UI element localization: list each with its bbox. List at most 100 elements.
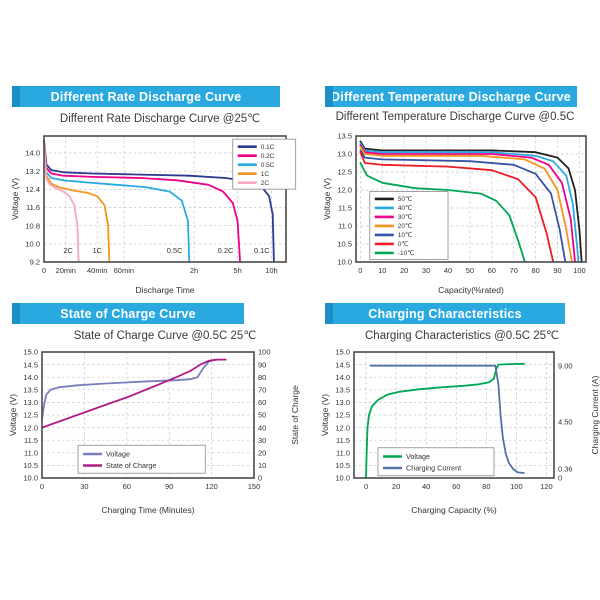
svg-text:11.0: 11.0 <box>24 449 38 458</box>
svg-text:0: 0 <box>358 266 362 275</box>
curve-label: 0.2C <box>218 246 234 255</box>
svg-text:11.6: 11.6 <box>26 203 40 212</box>
svg-text:60min: 60min <box>114 266 134 275</box>
temperature-discharge-subtitle: Different Temperature Discharge Curve @0… <box>335 111 575 123</box>
svg-text:Capacity(%rated): Capacity(%rated) <box>438 285 504 295</box>
legend: 50℃40℃30℃20℃10℃0℃-10℃ <box>369 191 449 260</box>
curve-label: 1C <box>92 246 102 255</box>
svg-text:30: 30 <box>422 266 430 275</box>
legend: Voltage State of Charge <box>77 444 206 474</box>
svg-text:Discharge Time: Discharge Time <box>135 285 194 295</box>
svg-text:4.50: 4.50 <box>558 418 573 427</box>
svg-text:12.5: 12.5 <box>335 411 350 420</box>
svg-text:10℃: 10℃ <box>398 231 413 239</box>
svg-text:120: 120 <box>205 482 218 491</box>
svg-text:0.36: 0.36 <box>558 465 573 474</box>
svg-text:0.2C: 0.2C <box>261 153 275 160</box>
series--10℃ <box>359 162 526 263</box>
svg-text:14.5: 14.5 <box>335 360 350 369</box>
svg-text:Charging Capacity (%): Charging Capacity (%) <box>411 505 497 515</box>
svg-text:12.0: 12.0 <box>335 423 350 432</box>
svg-text:0: 0 <box>364 482 368 491</box>
svg-text:0: 0 <box>42 266 46 275</box>
svg-text:20min: 20min <box>56 266 76 275</box>
svg-text:Voltage (V): Voltage (V) <box>320 394 330 436</box>
svg-text:60: 60 <box>488 266 496 275</box>
rate-discharge-chart: 0 20min 40min 60min 2h 5h 10h 14.0 13.2 12.4 11.6 1… <box>10 135 297 295</box>
svg-text:0: 0 <box>558 474 562 483</box>
curve-label: 0.1C <box>254 246 270 255</box>
svg-text:10.0: 10.0 <box>25 240 40 249</box>
svg-text:13.2: 13.2 <box>25 167 40 176</box>
svg-text:50: 50 <box>466 266 474 275</box>
svg-text:20℃: 20℃ <box>398 222 413 230</box>
svg-text:120: 120 <box>540 482 553 491</box>
svg-text:30: 30 <box>258 436 266 445</box>
svg-text:90: 90 <box>553 266 561 275</box>
series-50℃ <box>359 140 583 263</box>
svg-text:11.5: 11.5 <box>336 436 350 445</box>
svg-text:15.0: 15.0 <box>23 348 38 357</box>
svg-text:13.0: 13.0 <box>337 150 352 159</box>
svg-text:40℃: 40℃ <box>398 204 413 212</box>
svg-text:10.0: 10.0 <box>335 474 350 483</box>
svg-text:11.5: 11.5 <box>338 204 352 213</box>
svg-text:40: 40 <box>444 266 452 275</box>
svg-text:30℃: 30℃ <box>398 213 413 221</box>
series-0.1C <box>43 139 275 262</box>
svg-text:10.5: 10.5 <box>337 240 352 249</box>
svg-text:14.0: 14.0 <box>335 373 350 382</box>
svg-text:State of Charge: State of Charge <box>106 461 156 470</box>
svg-text:15.0: 15.0 <box>335 348 350 357</box>
svg-text:14.5: 14.5 <box>23 360 38 369</box>
svg-text:12.5: 12.5 <box>23 411 38 420</box>
legend: Voltage Charging Current <box>377 447 495 477</box>
svg-text:Charging Time (Minutes): Charging Time (Minutes) <box>101 505 194 515</box>
svg-text:11.0: 11.0 <box>336 449 350 458</box>
svg-text:100: 100 <box>573 266 586 275</box>
svg-text:20: 20 <box>400 266 408 275</box>
charging-characteristics-subtitle: Charging Characteristics @0.5C 25℃ <box>365 330 559 342</box>
series-30℃ <box>359 144 576 263</box>
svg-text:10.5: 10.5 <box>335 461 350 470</box>
svg-text:50: 50 <box>258 411 266 420</box>
svg-text:Charging Current: Charging Current <box>406 463 461 472</box>
svg-text:40: 40 <box>258 423 266 432</box>
svg-text:11.0: 11.0 <box>338 222 352 231</box>
svg-text:12.0: 12.0 <box>23 423 38 432</box>
svg-text:State of Charge: State of Charge <box>290 385 300 445</box>
svg-text:11.5: 11.5 <box>24 436 38 445</box>
rate-discharge-header-label: Different Rate Discharge Curve <box>50 89 242 104</box>
legend: 0.1C 0.2C 0.5C 1C 2C <box>232 138 297 190</box>
state-of-charge-header-label: State of Charge Curve <box>60 306 196 321</box>
curve-label: 2C <box>63 246 73 255</box>
svg-text:10h: 10h <box>265 266 278 275</box>
series-0.2C <box>43 140 241 262</box>
svg-text:-10℃: -10℃ <box>398 249 415 257</box>
temperature-discharge-header-label: Different Temperature Discharge Curve <box>331 89 571 104</box>
svg-text:1C: 1C <box>261 171 270 178</box>
svg-text:12.0: 12.0 <box>337 186 352 195</box>
svg-text:40min: 40min <box>87 266 107 275</box>
svg-text:Voltage: Voltage <box>406 452 430 461</box>
charging-characteristics-header-label: Charging Characteristics <box>368 306 522 321</box>
svg-text:Voltage (V): Voltage (V) <box>8 394 18 436</box>
svg-text:10: 10 <box>258 461 266 470</box>
svg-text:Voltage (V): Voltage (V) <box>10 178 20 220</box>
svg-text:0.1C: 0.1C <box>261 144 275 151</box>
svg-text:60: 60 <box>452 482 460 491</box>
svg-text:150: 150 <box>248 482 261 491</box>
temperature-discharge-chart: 0 10 20 30 40 50 60 70 80 90 100 13.5 13.0 12.5 12.0 11… <box>322 132 587 295</box>
svg-text:50℃: 50℃ <box>398 195 413 203</box>
svg-text:40: 40 <box>422 482 430 491</box>
svg-text:2h: 2h <box>190 266 198 275</box>
series-10℃ <box>359 149 567 263</box>
svg-text:0: 0 <box>258 474 262 483</box>
svg-text:80: 80 <box>482 482 490 491</box>
svg-text:13.5: 13.5 <box>335 386 350 395</box>
state-of-charge-subtitle: State of Charge Curve @0.5C 25℃ <box>73 330 257 342</box>
svg-text:0℃: 0℃ <box>398 240 409 248</box>
curve-label: 0.5C <box>167 246 183 255</box>
svg-text:10.5: 10.5 <box>23 461 38 470</box>
svg-text:10: 10 <box>378 266 386 275</box>
